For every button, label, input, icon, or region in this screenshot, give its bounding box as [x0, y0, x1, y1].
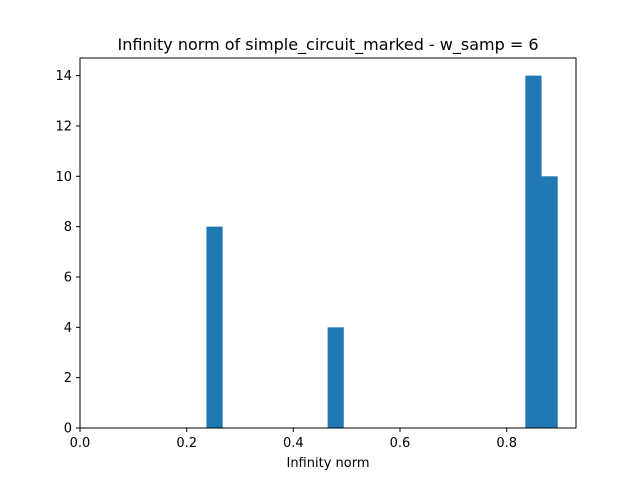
y-tick-label: 10 [55, 170, 72, 185]
plot-area-frame [79, 57, 577, 429]
chart-title: Infinity norm of simple_circuit_marked -… [117, 35, 538, 55]
x-axis-ticks: 0.0 0.2 0.4 0.6 0.8 [70, 428, 517, 451]
histogram-bar-4 [541, 176, 558, 428]
y-tick-label: 2 [64, 371, 72, 386]
y-axis-ticks: 0 2 4 6 8 10 12 14 [55, 69, 80, 437]
y-tick-label: 6 [64, 270, 72, 285]
x-tick-label: 0.2 [176, 436, 197, 451]
y-tick-label: 4 [64, 321, 72, 336]
x-tick-label: 0.0 [70, 436, 91, 451]
x-tick-label: 0.4 [283, 436, 304, 451]
histogram-bar-1 [206, 226, 223, 428]
x-tick-label: 0.6 [390, 436, 411, 451]
y-tick-label: 0 [64, 422, 72, 437]
y-tick-label: 8 [64, 220, 72, 235]
bars-layer [206, 75, 558, 429]
y-tick-label: 14 [55, 69, 72, 84]
y-tick-label: 12 [55, 119, 72, 134]
x-tick-label: 0.8 [496, 436, 517, 451]
x-axis-label: Infinity norm [286, 456, 369, 471]
histogram-bar-2 [327, 327, 344, 428]
histogram-bar-3 [525, 75, 542, 429]
